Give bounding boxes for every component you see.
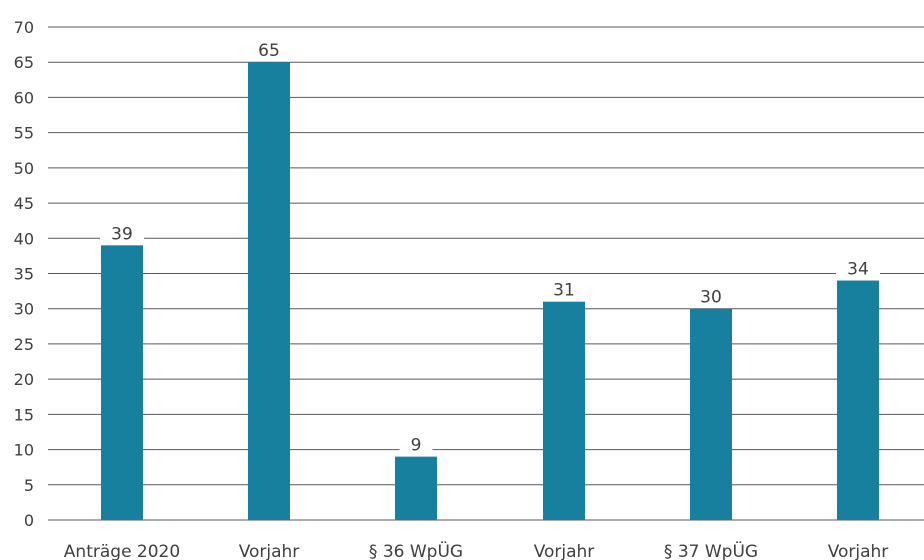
- y-tick-label: 70: [14, 18, 34, 37]
- data-label-background: [689, 285, 733, 307]
- data-label: 65: [258, 41, 280, 61]
- y-tick-label: 65: [14, 53, 34, 72]
- data-label-background: [247, 39, 291, 61]
- data-label: 39: [111, 224, 133, 244]
- bar: [543, 301, 585, 520]
- y-tick-label: 25: [14, 335, 34, 354]
- x-axis: Anträge 2020 Vorjahr § 36 WpÜG Vorjahr § 37 …: [64, 540, 889, 560]
- data-labels: 39 65 9 31 30 34: [100, 39, 880, 456]
- x-tick-label: Vorjahr: [828, 542, 889, 560]
- x-tick-label: Vorjahr: [239, 542, 300, 560]
- data-label: 30: [700, 288, 722, 308]
- y-tick-label: 50: [14, 159, 34, 178]
- data-label-background: [836, 257, 880, 279]
- y-tick-label: 5: [24, 476, 34, 495]
- y-tick-label: 45: [14, 194, 34, 213]
- gridlines: [48, 26, 924, 521]
- bar: [837, 280, 879, 520]
- bar: [248, 62, 290, 520]
- y-tick-label: 40: [14, 229, 34, 248]
- y-tick-label: 0: [24, 511, 34, 530]
- y-axis: 0 5 10 15 20 25 30 35 40 45 50 55 60 65 70: [14, 18, 34, 530]
- bar: [101, 245, 143, 521]
- x-tick-label: § 36 WpÜG: [369, 540, 463, 560]
- data-label: 34: [847, 260, 869, 280]
- y-tick-label: 30: [14, 300, 34, 319]
- data-label: 31: [553, 281, 575, 301]
- bars: [101, 62, 879, 521]
- y-tick-label: 15: [14, 405, 34, 424]
- x-tick-label: Anträge 2020: [64, 542, 180, 560]
- data-label-background: [542, 278, 586, 300]
- y-tick-label: 60: [14, 88, 34, 107]
- y-tick-label: 20: [14, 370, 34, 389]
- bar: [395, 456, 437, 520]
- bar: [690, 308, 732, 520]
- y-tick-label: 10: [14, 441, 34, 460]
- y-tick-label: 55: [14, 124, 34, 143]
- x-tick-label: § 37 WpÜG: [664, 540, 758, 560]
- data-label-background: [100, 222, 144, 244]
- x-tick-label: Vorjahr: [534, 542, 595, 560]
- data-label: 9: [411, 436, 422, 456]
- y-tick-label: 35: [14, 265, 34, 284]
- data-label-background: [399, 433, 433, 455]
